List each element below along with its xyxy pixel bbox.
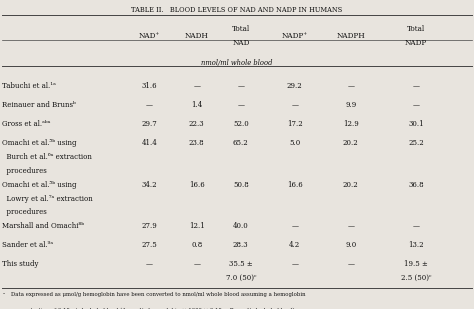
- Text: —: —: [193, 260, 200, 269]
- Text: —: —: [413, 101, 419, 109]
- Text: 20.2: 20.2: [343, 139, 359, 147]
- Text: 7.0 (50)ᶜ: 7.0 (50)ᶜ: [226, 274, 256, 282]
- Text: 16.6: 16.6: [189, 181, 205, 189]
- Text: —: —: [292, 101, 298, 109]
- Text: 50.8: 50.8: [233, 181, 249, 189]
- Text: —: —: [292, 222, 298, 230]
- Text: 34.2: 34.2: [142, 181, 157, 189]
- Text: 13.2: 13.2: [409, 241, 424, 249]
- Text: 29.7: 29.7: [141, 120, 157, 128]
- Text: 5.0: 5.0: [289, 139, 301, 147]
- Text: 2.5 (50)ᶜ: 2.5 (50)ᶜ: [401, 274, 431, 282]
- Text: Omachi et al.⁵ᵇ using: Omachi et al.⁵ᵇ using: [2, 139, 77, 147]
- Text: 31.6: 31.6: [142, 82, 157, 90]
- Text: 23.8: 23.8: [189, 139, 204, 147]
- Text: procedures: procedures: [2, 167, 47, 175]
- Text: NADH: NADH: [185, 32, 209, 40]
- Text: 41.4: 41.4: [141, 139, 157, 147]
- Text: 0.8: 0.8: [191, 241, 202, 249]
- Text: Omachi et al.⁵ᵇ using: Omachi et al.⁵ᵇ using: [2, 181, 77, 189]
- Text: Total: Total: [407, 25, 425, 33]
- Text: —: —: [413, 222, 419, 230]
- Text: —: —: [347, 82, 354, 90]
- Text: nmol/ml whole blood: nmol/ml whole blood: [201, 59, 273, 67]
- Text: —: —: [292, 260, 298, 269]
- Text: 28.3: 28.3: [233, 241, 248, 249]
- Text: 9.0: 9.0: [345, 241, 356, 249]
- Text: Reinauer and Brunsᵇ: Reinauer and Brunsᵇ: [2, 101, 76, 109]
- Text: —: —: [413, 82, 419, 90]
- Text: —: —: [146, 260, 153, 269]
- Text: 19.5 ±: 19.5 ±: [404, 260, 428, 269]
- Text: NADP⁺: NADP⁺: [282, 32, 308, 40]
- Text: —: —: [146, 101, 153, 109]
- Text: NADPH: NADPH: [337, 32, 365, 40]
- Text: 29.2: 29.2: [287, 82, 303, 90]
- Text: 65.2: 65.2: [233, 139, 249, 147]
- Text: 12.1: 12.1: [189, 222, 205, 230]
- Text: Total: Total: [232, 25, 250, 33]
- Text: NAD: NAD: [232, 39, 249, 47]
- Text: 16.6: 16.6: [287, 181, 303, 189]
- Text: Burch et al.⁶ᵃ extraction: Burch et al.⁶ᵃ extraction: [2, 153, 92, 161]
- Text: Gross et al.ᵃᵇᵃ: Gross et al.ᵃᵇᵃ: [2, 120, 51, 128]
- Text: 12.9: 12.9: [343, 120, 359, 128]
- Text: 27.9: 27.9: [141, 222, 157, 230]
- Text: 4.2: 4.2: [289, 241, 301, 249]
- Text: ᵃ: ᵃ: [2, 292, 4, 297]
- Text: —: —: [237, 82, 244, 90]
- Text: 20.2: 20.2: [343, 181, 359, 189]
- Text: 22.3: 22.3: [189, 120, 204, 128]
- Text: Sander et al.⁹ᵃ: Sander et al.⁹ᵃ: [2, 241, 54, 249]
- Text: 52.0: 52.0: [233, 120, 249, 128]
- Text: —: —: [347, 222, 354, 230]
- Text: 40.0: 40.0: [233, 222, 249, 230]
- Text: 30.1: 30.1: [409, 120, 424, 128]
- Text: Lowry et al.⁷ᵃ extraction: Lowry et al.⁷ᵃ extraction: [2, 195, 93, 202]
- Text: concentration of 0.15 g/ml whole blood (A μmol/g hemoglobin × 1000 × 0.15 = B nm: concentration of 0.15 g/ml whole blood (…: [11, 308, 296, 309]
- Text: 9.9: 9.9: [345, 101, 356, 109]
- Text: Tabuchi et al.¹ᵃ: Tabuchi et al.¹ᵃ: [2, 82, 56, 90]
- Text: 17.2: 17.2: [287, 120, 303, 128]
- Text: procedures: procedures: [2, 208, 47, 216]
- Text: 27.5: 27.5: [141, 241, 157, 249]
- Text: —: —: [347, 260, 354, 269]
- Text: 1.4: 1.4: [191, 101, 202, 109]
- Text: 35.5 ±: 35.5 ±: [229, 260, 253, 269]
- Text: 36.8: 36.8: [409, 181, 424, 189]
- Text: —: —: [193, 82, 200, 90]
- Text: —: —: [237, 101, 244, 109]
- Text: Data expressed as μmol/g hemoglobin have been converted to nmol/ml whole blood a: Data expressed as μmol/g hemoglobin have…: [11, 292, 306, 297]
- Text: NAD⁺: NAD⁺: [139, 32, 160, 40]
- Text: TABLE II.   BLOOD LEVELS OF NAD AND NADP IN HUMANS: TABLE II. BLOOD LEVELS OF NAD AND NADP I…: [131, 6, 343, 14]
- Text: NADP: NADP: [405, 39, 427, 47]
- Text: This study: This study: [2, 260, 39, 269]
- Text: Marshall and Omachi⁸ᵇ: Marshall and Omachi⁸ᵇ: [2, 222, 84, 230]
- Text: 25.2: 25.2: [408, 139, 424, 147]
